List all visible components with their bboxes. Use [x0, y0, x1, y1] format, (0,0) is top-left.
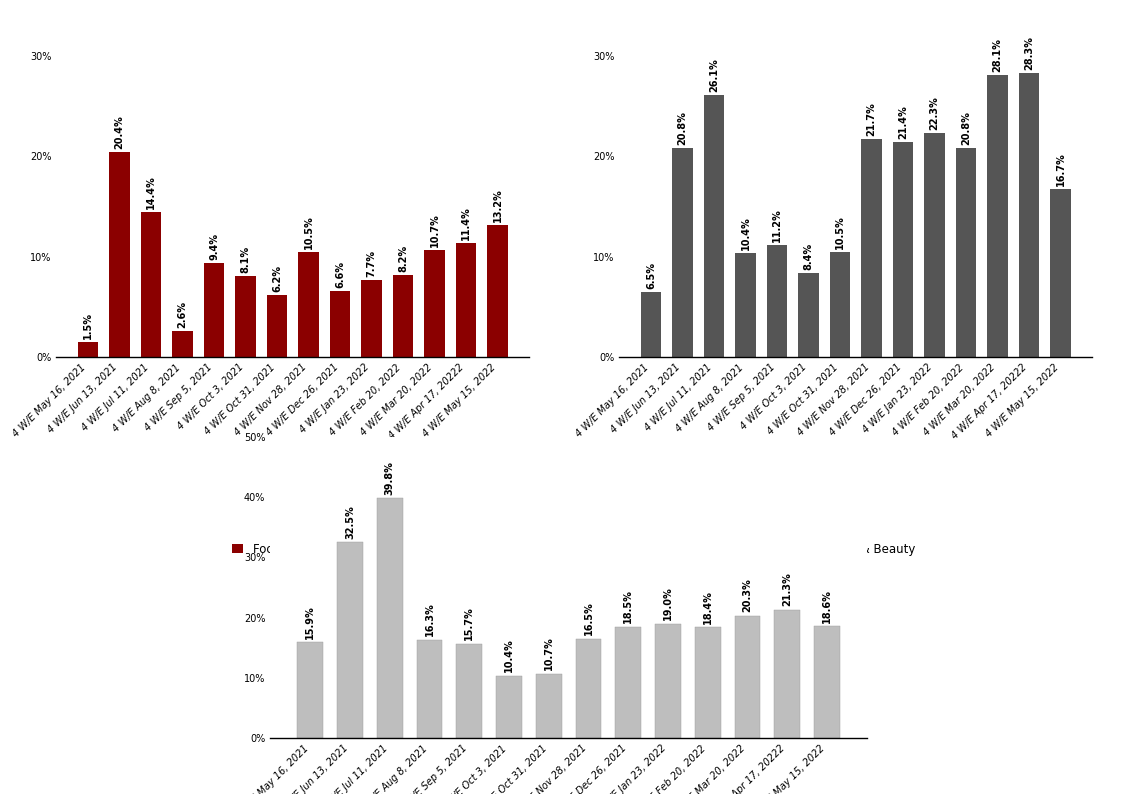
Text: 10.4%: 10.4%	[504, 638, 513, 672]
Bar	[575, 639, 601, 738]
Text: 10.4%: 10.4%	[741, 216, 751, 249]
Bar	[337, 542, 363, 738]
Text: 20.4%: 20.4%	[115, 115, 125, 149]
Bar	[655, 624, 681, 738]
Bar	[814, 626, 840, 738]
Text: 13.2%: 13.2%	[492, 187, 502, 222]
Bar	[141, 213, 161, 357]
Text: 8.4%: 8.4%	[804, 243, 813, 270]
Bar	[235, 276, 256, 357]
Bar	[172, 331, 193, 357]
Text: 16.5%: 16.5%	[583, 602, 593, 635]
Bar	[734, 616, 760, 738]
Bar	[704, 94, 724, 357]
Text: 16.3%: 16.3%	[425, 603, 435, 637]
Bar	[641, 292, 661, 357]
Legend: Food & Beverage: Food & Beverage	[226, 538, 359, 561]
Text: 8.1%: 8.1%	[241, 245, 250, 273]
Text: 15.9%: 15.9%	[305, 605, 315, 639]
Bar	[297, 642, 323, 738]
Bar	[672, 148, 692, 357]
Text: 15.7%: 15.7%	[464, 607, 474, 640]
Text: 32.5%: 32.5%	[345, 505, 355, 538]
Text: 16.7%: 16.7%	[1055, 152, 1065, 187]
Bar	[456, 644, 482, 738]
Bar	[893, 142, 913, 357]
Text: 20.8%: 20.8%	[678, 111, 688, 145]
Text: 9.4%: 9.4%	[209, 233, 220, 260]
Text: 1.5%: 1.5%	[83, 312, 93, 339]
Text: 14.4%: 14.4%	[146, 175, 157, 210]
Text: 18.5%: 18.5%	[624, 589, 633, 623]
Bar	[861, 139, 882, 357]
Text: 10.7%: 10.7%	[544, 637, 554, 670]
Text: 26.1%: 26.1%	[709, 58, 720, 92]
Bar	[456, 243, 476, 357]
Text: 6.6%: 6.6%	[336, 261, 345, 288]
Bar	[830, 252, 850, 357]
Bar	[798, 273, 819, 357]
Text: 6.2%: 6.2%	[272, 265, 282, 292]
Bar	[393, 275, 413, 357]
Legend: Health & Beauty: Health & Beauty	[792, 538, 920, 561]
Text: 20.3%: 20.3%	[742, 579, 752, 612]
Bar	[330, 291, 350, 357]
Text: 8.2%: 8.2%	[397, 245, 408, 272]
Text: 2.6%: 2.6%	[178, 301, 188, 328]
Text: 21.4%: 21.4%	[899, 106, 908, 139]
Text: 18.6%: 18.6%	[822, 588, 832, 622]
Bar	[695, 627, 721, 738]
Text: 10.7%: 10.7%	[429, 213, 439, 247]
Bar	[488, 225, 508, 357]
Text: 21.7%: 21.7%	[867, 102, 876, 136]
Bar	[204, 263, 224, 357]
Text: 10.5%: 10.5%	[835, 215, 844, 249]
Text: 11.4%: 11.4%	[461, 206, 471, 240]
Text: 10.5%: 10.5%	[304, 215, 313, 249]
Bar	[1051, 189, 1071, 357]
Bar	[924, 133, 945, 357]
Text: 19.0%: 19.0%	[663, 587, 673, 620]
Text: 21.3%: 21.3%	[783, 572, 793, 607]
Bar	[425, 249, 445, 357]
Text: 28.1%: 28.1%	[992, 38, 1002, 71]
Bar	[615, 626, 641, 738]
Bar	[109, 152, 129, 357]
Bar	[767, 245, 787, 357]
Bar	[417, 640, 443, 738]
Text: 28.3%: 28.3%	[1024, 36, 1034, 70]
Bar	[267, 295, 287, 357]
Bar	[775, 610, 801, 738]
Text: 18.4%: 18.4%	[703, 590, 713, 624]
Text: 11.2%: 11.2%	[772, 208, 783, 241]
Bar	[361, 279, 382, 357]
Text: 7.7%: 7.7%	[366, 250, 376, 277]
Bar	[1019, 73, 1039, 357]
Bar	[735, 252, 756, 357]
Text: 39.8%: 39.8%	[385, 461, 395, 495]
Bar	[298, 252, 319, 357]
Text: 22.3%: 22.3%	[929, 96, 939, 130]
Bar	[78, 342, 98, 357]
Text: 6.5%: 6.5%	[646, 262, 656, 289]
Bar	[497, 676, 522, 738]
Text: 20.8%: 20.8%	[960, 111, 971, 145]
Bar	[988, 75, 1008, 357]
Bar	[536, 674, 562, 738]
Bar	[956, 148, 976, 357]
Bar	[377, 499, 403, 738]
